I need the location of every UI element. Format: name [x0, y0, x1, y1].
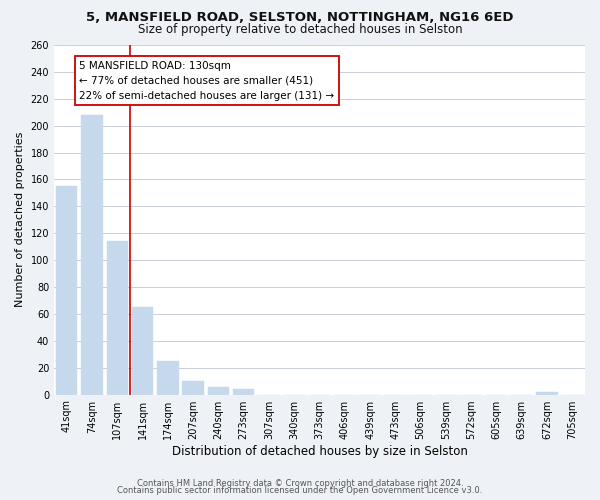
Bar — [107, 242, 128, 394]
Text: Size of property relative to detached houses in Selston: Size of property relative to detached ho… — [137, 22, 463, 36]
Y-axis label: Number of detached properties: Number of detached properties — [15, 132, 25, 308]
Bar — [233, 389, 254, 394]
Bar — [56, 186, 77, 394]
Text: Contains public sector information licensed under the Open Government Licence v3: Contains public sector information licen… — [118, 486, 482, 495]
Bar — [157, 361, 179, 394]
Bar — [132, 307, 153, 394]
Text: 5, MANSFIELD ROAD, SELSTON, NOTTINGHAM, NG16 6ED: 5, MANSFIELD ROAD, SELSTON, NOTTINGHAM, … — [86, 11, 514, 24]
Text: Contains HM Land Registry data © Crown copyright and database right 2024.: Contains HM Land Registry data © Crown c… — [137, 478, 463, 488]
X-axis label: Distribution of detached houses by size in Selston: Distribution of detached houses by size … — [172, 444, 467, 458]
Bar — [208, 386, 229, 394]
Bar — [536, 392, 558, 394]
Text: 5 MANSFIELD ROAD: 130sqm
← 77% of detached houses are smaller (451)
22% of semi-: 5 MANSFIELD ROAD: 130sqm ← 77% of detach… — [79, 61, 334, 100]
Bar — [81, 115, 103, 394]
Bar — [182, 381, 204, 394]
